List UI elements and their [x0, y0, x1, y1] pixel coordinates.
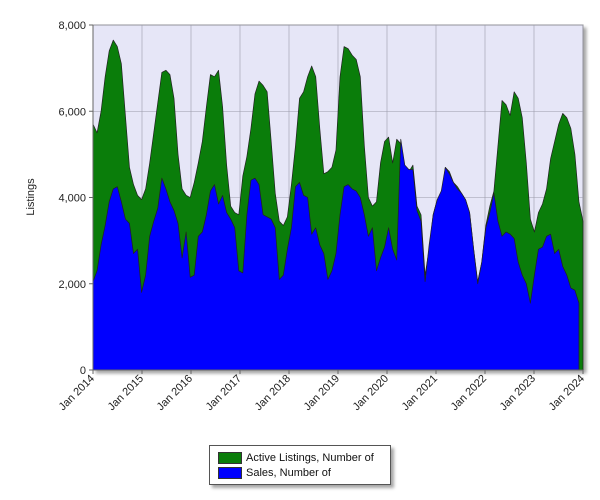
x-tick-label: Jan 2022 [449, 373, 489, 413]
series-group [92, 39, 584, 371]
y-axis-ticks: 0 2,000 4,000 6,000 8,000 [58, 20, 93, 377]
x-tick-label: Jan 2018 [253, 373, 293, 413]
legend-label-active-listings: Active Listings, Number of [246, 452, 374, 464]
x-tick-label: Jan 2023 [498, 373, 538, 413]
legend-item-active-listings: Active Listings, Number of [218, 451, 374, 465]
legend-item-sales: Sales, Number of [218, 466, 331, 480]
y-tick-label: 8,000 [58, 20, 86, 32]
legend-swatch-sales [218, 467, 242, 479]
x-tick-label: Jan 2019 [302, 373, 342, 413]
x-tick-label: Jan 2024 [547, 373, 587, 413]
x-tick-label: Jan 2017 [204, 373, 244, 413]
series-area-sales [92, 138, 580, 371]
y-tick-label: 6,000 [58, 106, 86, 118]
x-tick-label: Jan 2015 [106, 373, 146, 413]
x-tick-label: Jan 2021 [400, 373, 440, 413]
y-tick-label: 0 [80, 365, 86, 377]
legend-label-sales: Sales, Number of [246, 467, 331, 479]
x-tick-label: Jan 2014 [57, 373, 97, 413]
x-tick-label: Jan 2020 [351, 373, 391, 413]
y-axis-title: Listings [25, 178, 37, 216]
y-tick-label: 2,000 [58, 279, 86, 291]
legend-swatch-active-listings [218, 452, 242, 464]
y-tick-label: 4,000 [58, 193, 86, 205]
x-axis-ticks: Jan 2014 Jan 2015 Jan 2016 Jan 2017 Jan 2018… [57, 370, 587, 413]
legend: Active Listings, Number of Sales, Number… [209, 445, 391, 485]
x-tick-label: Jan 2016 [155, 373, 195, 413]
